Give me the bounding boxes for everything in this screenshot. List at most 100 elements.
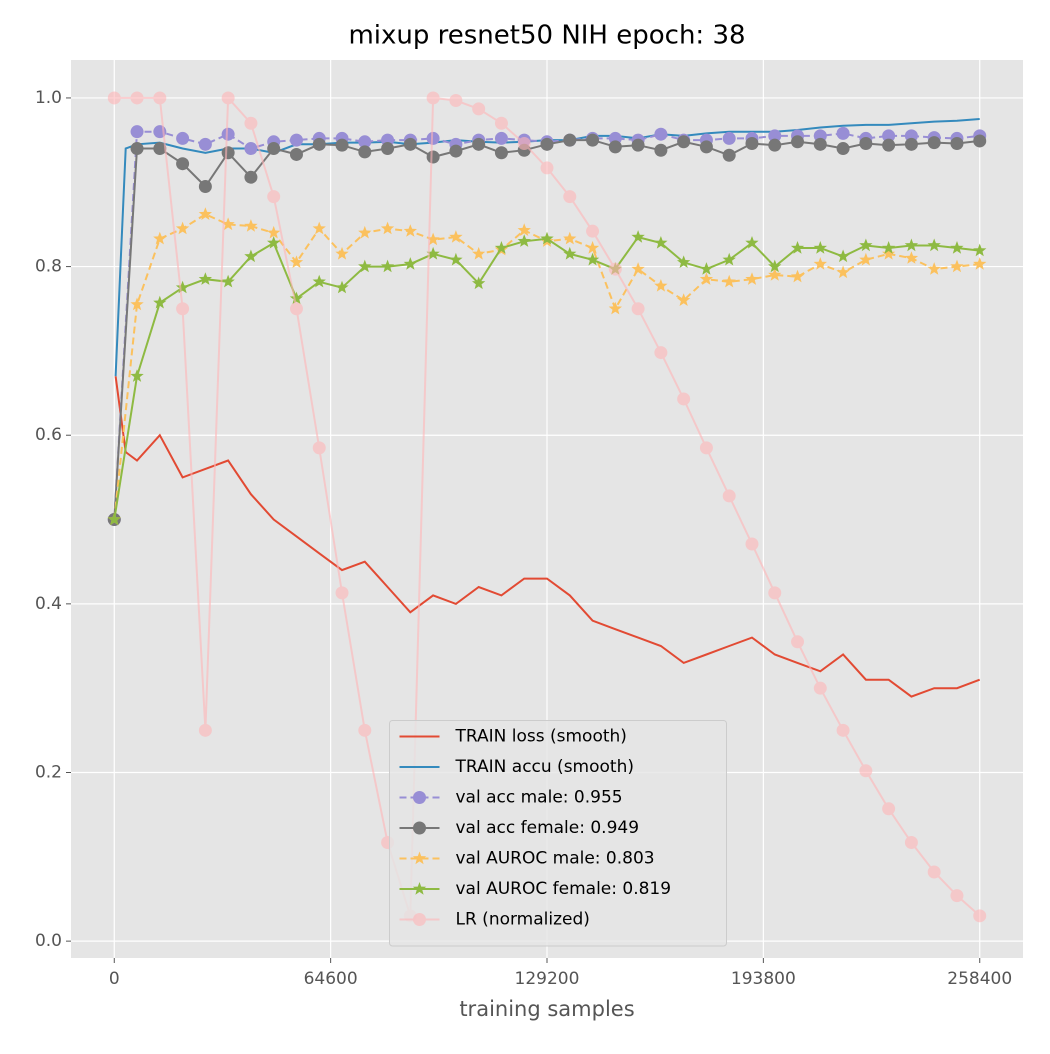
point (677, 135, 691, 149)
point (449, 230, 463, 243)
point (768, 129, 782, 143)
point (312, 137, 326, 151)
point (198, 207, 212, 220)
point (358, 259, 372, 273)
point (244, 219, 258, 232)
point (176, 131, 190, 145)
legend-marker (413, 913, 426, 926)
point (608, 140, 622, 154)
point (289, 255, 304, 268)
point (472, 246, 486, 260)
point (312, 221, 326, 235)
point (153, 231, 167, 245)
point (426, 91, 440, 105)
point (153, 142, 167, 156)
chart-title: mixup resnet50 NIH epoch: 38 (348, 21, 745, 51)
point (585, 241, 600, 254)
point (608, 301, 622, 315)
point (221, 127, 235, 141)
point (677, 392, 691, 406)
point (494, 241, 509, 254)
point (654, 127, 668, 141)
point (130, 142, 144, 156)
point (904, 251, 919, 264)
point (677, 255, 691, 268)
point (335, 586, 349, 600)
point (426, 131, 440, 145)
point (198, 272, 212, 285)
legend-marker (412, 851, 427, 865)
point (221, 274, 235, 288)
series (107, 91, 987, 923)
point (426, 246, 440, 260)
point (631, 230, 645, 243)
point (563, 246, 577, 260)
point (107, 512, 121, 526)
point (335, 138, 349, 152)
y-tick-label: 0.0 (35, 931, 62, 951)
point (836, 723, 850, 737)
point (244, 170, 258, 184)
point (153, 91, 167, 105)
point (631, 138, 645, 152)
point (973, 243, 987, 257)
point (267, 142, 281, 156)
point (836, 265, 850, 279)
point (722, 274, 736, 288)
point (745, 537, 759, 551)
point (813, 137, 827, 151)
point (722, 148, 736, 162)
x-tick-label: 258400 (947, 969, 1012, 989)
point (904, 835, 918, 849)
point (312, 274, 326, 288)
point (380, 259, 395, 273)
point (882, 802, 896, 816)
point (358, 225, 372, 239)
point (654, 236, 668, 249)
point (449, 252, 463, 266)
point (836, 249, 850, 263)
x-tick-label: 64600 (304, 969, 358, 989)
point (244, 249, 258, 263)
point (859, 252, 873, 266)
point (973, 134, 987, 148)
point (244, 142, 258, 156)
point (153, 295, 167, 309)
legend-label: TRAIN accu (smooth) (455, 757, 634, 777)
point (791, 135, 805, 149)
point (198, 723, 212, 737)
point (494, 116, 508, 130)
point (927, 136, 941, 150)
point (540, 161, 554, 175)
point (859, 764, 873, 778)
point (586, 133, 600, 147)
point (722, 489, 736, 503)
point (335, 280, 349, 294)
point (130, 369, 144, 382)
y-tick-label: 0.2 (35, 762, 62, 782)
point (289, 302, 303, 316)
point (836, 126, 850, 140)
legend-label: val acc female: 0.949 (456, 818, 640, 838)
point (563, 190, 577, 204)
point (176, 302, 190, 316)
series (107, 230, 987, 526)
point (904, 137, 918, 151)
point (927, 238, 941, 252)
point (791, 635, 805, 649)
point (403, 224, 417, 237)
point (426, 150, 440, 164)
point (768, 138, 782, 152)
legend-item (399, 851, 440, 865)
point (722, 131, 736, 145)
point (449, 93, 463, 107)
point (175, 280, 190, 294)
point (403, 257, 417, 270)
point (927, 262, 941, 275)
y-tick-label: 0.6 (35, 425, 62, 445)
point (608, 262, 622, 276)
point (882, 129, 896, 143)
x-tick-label: 129200 (515, 969, 580, 989)
point (358, 145, 372, 159)
